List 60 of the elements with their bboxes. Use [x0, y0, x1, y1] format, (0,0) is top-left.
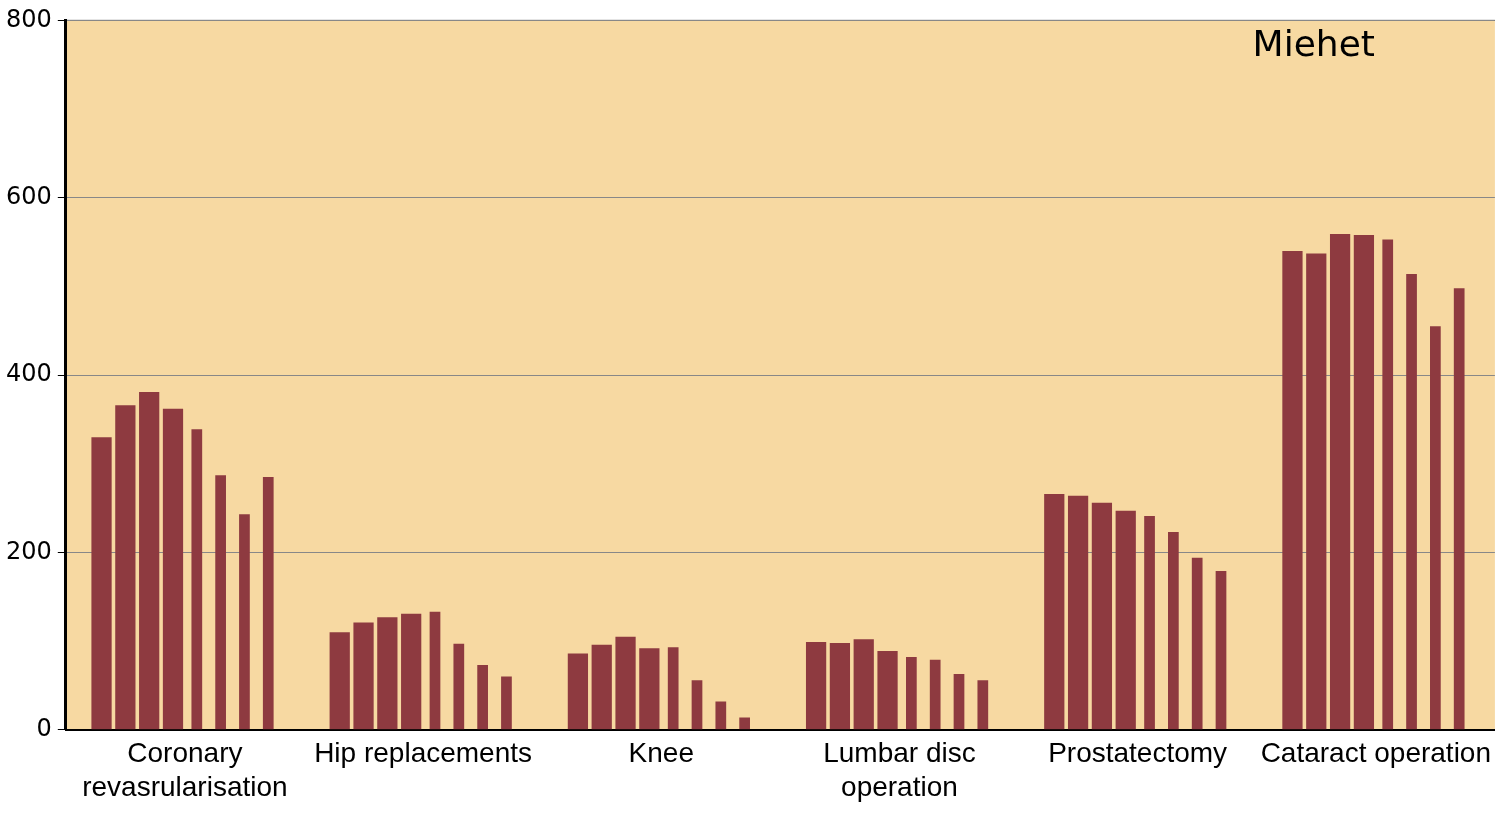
x-tick-label: Hip replacements [314, 737, 533, 769]
bar [501, 676, 512, 730]
bar [1044, 493, 1065, 730]
bar [1168, 532, 1179, 730]
y-tick-label: 400 [6, 359, 52, 388]
bar [1282, 250, 1303, 730]
x-tick-label: Prostatectomy [1048, 737, 1228, 769]
x-tick-label: Coronary revasrularisation [82, 737, 288, 802]
bar [591, 644, 612, 730]
bar [1306, 253, 1327, 730]
bar [239, 514, 250, 730]
y-tick-label: 800 [6, 4, 52, 33]
y-tick-label: 200 [6, 536, 52, 565]
bar [353, 622, 374, 730]
bar [906, 657, 917, 730]
bar [715, 701, 727, 730]
bar [639, 648, 660, 730]
bar [91, 437, 112, 730]
bar [877, 650, 898, 730]
bar [477, 665, 488, 730]
bar [567, 653, 589, 730]
x-tick-label: Knee [628, 737, 694, 769]
bar [262, 477, 274, 730]
bar [615, 636, 636, 730]
bar [1191, 557, 1203, 730]
bar [1215, 571, 1227, 730]
bar [162, 408, 184, 730]
y-tick-label: 600 [6, 181, 52, 210]
bar [1115, 510, 1136, 730]
bar [329, 632, 350, 730]
bar [1329, 234, 1351, 730]
bar [929, 659, 941, 730]
bar [1091, 502, 1113, 730]
bar [1406, 274, 1417, 730]
bar [215, 475, 226, 730]
bar [977, 680, 989, 730]
bar [667, 647, 679, 730]
bar [1453, 288, 1465, 730]
bar [805, 642, 827, 730]
bar [453, 643, 465, 730]
bar [1430, 326, 1441, 730]
bar [139, 391, 160, 730]
bar [1067, 495, 1089, 730]
bar [691, 680, 703, 730]
bar [429, 611, 441, 730]
bar [115, 405, 136, 730]
bar [953, 673, 965, 730]
bar [191, 429, 203, 730]
x-tick-label: Cataract operation [1260, 737, 1491, 769]
bar [829, 642, 851, 730]
bar [1382, 239, 1394, 730]
bar [401, 613, 422, 730]
bar [739, 717, 750, 730]
bar [1144, 516, 1155, 730]
bar [1353, 234, 1375, 730]
x-tick-label: Lumbar disc operation [823, 737, 976, 802]
bar [853, 639, 874, 730]
bar [377, 617, 398, 730]
chart-title: Miehet [1252, 22, 1375, 64]
y-tick-label: 0 [36, 714, 52, 743]
